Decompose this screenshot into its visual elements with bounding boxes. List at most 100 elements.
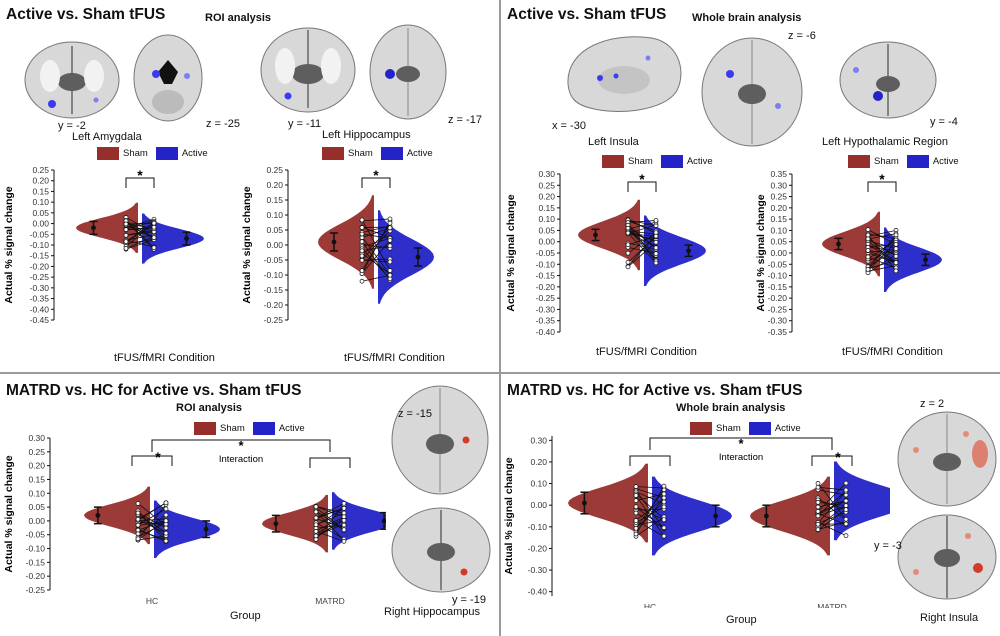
y-tick-label: 0.00 bbox=[266, 240, 283, 250]
subject-point-sham bbox=[123, 227, 129, 232]
subject-hc-point-sham bbox=[633, 531, 639, 537]
subject-pair-line bbox=[627, 236, 657, 263]
y-tick-label: -0.25 bbox=[264, 315, 284, 325]
legend-swatch-active bbox=[660, 155, 683, 168]
sham-matrd-mean bbox=[764, 513, 769, 519]
subject-point-active bbox=[387, 238, 393, 243]
x-tick-label: HC bbox=[146, 596, 158, 606]
y-tick-label: 0.00 bbox=[770, 248, 787, 258]
y-tick-label: -0.15 bbox=[264, 285, 284, 295]
subject-pair-line bbox=[627, 246, 657, 255]
y-tick-label: 0.30 bbox=[770, 180, 787, 190]
significance-bracket bbox=[627, 181, 657, 192]
subject-point-active bbox=[893, 246, 899, 252]
subject-matrd-point-sham bbox=[815, 500, 821, 505]
xlabel-group-bl: Group bbox=[230, 610, 261, 622]
subject-pair-line bbox=[867, 265, 897, 272]
subject-pair-line bbox=[627, 221, 657, 230]
subject-point-sham bbox=[359, 217, 365, 223]
region-left-insula: Left Insula bbox=[588, 136, 639, 148]
subject-matrd-point-sham bbox=[815, 508, 821, 514]
subject-pair-line bbox=[361, 225, 391, 233]
y-tick-label: -0.15 bbox=[536, 271, 556, 281]
xlabel-hypothalamic: tFUS/fMRI Condition bbox=[842, 346, 943, 358]
subject-hc-point-sham bbox=[633, 484, 639, 489]
subject-point-active bbox=[893, 253, 899, 259]
y-tick-label: 0.25 bbox=[32, 165, 49, 175]
y-tick-label: -0.05 bbox=[30, 229, 50, 239]
subject-matrd-pair-line bbox=[817, 491, 847, 524]
sham-mean bbox=[593, 232, 598, 238]
legend-swatch-sham bbox=[602, 155, 624, 168]
y-tick-label: 0.10 bbox=[538, 214, 555, 224]
y-tick-label: -0.20 bbox=[26, 571, 46, 581]
legend-label-active: Active bbox=[774, 423, 801, 434]
subject-pair-line bbox=[125, 221, 155, 250]
y-tick-label: 0.15 bbox=[538, 203, 555, 213]
subject-matrd-pair-line bbox=[315, 506, 345, 514]
legend-hippocampus: Sham Active bbox=[322, 147, 433, 160]
subject-hc-point-active bbox=[163, 506, 169, 512]
y-tick-label: -0.05 bbox=[26, 530, 46, 540]
subject-hc-point-active bbox=[661, 525, 667, 531]
region-left-amygdala: Left Amygdala bbox=[72, 131, 142, 143]
subject-hc-point-sham bbox=[633, 518, 639, 523]
brain-coronal-hypothalamic bbox=[839, 41, 937, 119]
y-tick-label: -0.20 bbox=[528, 543, 548, 553]
subject-point-sham bbox=[359, 248, 365, 254]
y-tick-label: 0.20 bbox=[530, 457, 547, 467]
active-mean bbox=[686, 248, 691, 254]
subject-hc-point-sham bbox=[135, 510, 141, 516]
subject-matrd-pair-line bbox=[315, 531, 345, 542]
subject-hc-point-active bbox=[661, 504, 667, 510]
subject-matrd-point-sham bbox=[313, 504, 319, 510]
subject-point-sham bbox=[359, 231, 365, 237]
brain-coronal-amygdala bbox=[24, 41, 120, 119]
subject-matrd-pair-line bbox=[817, 490, 847, 515]
interaction-bracket bbox=[649, 437, 833, 450]
y-tick-label: -0.05 bbox=[768, 259, 788, 269]
x-tick-label: HC bbox=[644, 602, 656, 608]
subject-hc-point-sham bbox=[633, 493, 639, 498]
subject-matrd-pair-line bbox=[817, 499, 847, 510]
subject-pair-line bbox=[361, 245, 391, 252]
subject-hc-pair-line bbox=[635, 501, 665, 529]
subject-hc-pair-line bbox=[635, 489, 665, 529]
y-tick-label: -0.10 bbox=[26, 544, 46, 554]
violin-active bbox=[142, 213, 204, 264]
subject-pair-line bbox=[867, 240, 897, 263]
y-tick-label: 0.10 bbox=[770, 225, 787, 235]
y-tick-label: -0.20 bbox=[264, 300, 284, 310]
coord-y-11: y = -11 bbox=[288, 118, 322, 130]
subject-point-sham bbox=[625, 230, 631, 236]
y-tick-label: 0.30 bbox=[530, 435, 547, 445]
legend-label-sham: Sham bbox=[348, 148, 373, 159]
y-tick-label: -0.40 bbox=[30, 304, 50, 314]
subject-point-active bbox=[893, 232, 899, 238]
subject-matrd-point-active bbox=[341, 505, 347, 511]
subject-hc-pair-line bbox=[635, 506, 665, 521]
legend-swatch-sham bbox=[848, 155, 870, 168]
panel-tr-subtitle: Whole brain analysis bbox=[692, 12, 802, 24]
subject-matrd-point-sham bbox=[815, 513, 821, 519]
subject-pair-line bbox=[627, 231, 657, 249]
significance-bracket bbox=[867, 181, 897, 192]
coord-y-2: y = -2 bbox=[58, 120, 86, 132]
coord-z-15: z = -15 bbox=[398, 408, 432, 420]
subject-hc-point-sham bbox=[633, 510, 639, 516]
subject-point-active bbox=[151, 220, 157, 226]
subject-point-active bbox=[653, 218, 659, 223]
y-tick-label: -0.25 bbox=[536, 293, 556, 303]
subject-matrd-point-active bbox=[341, 501, 347, 506]
subject-matrd-pair-line bbox=[817, 504, 847, 528]
subject-point-sham bbox=[123, 232, 129, 238]
y-tick-label: 0.10 bbox=[530, 479, 547, 489]
y-tick-label: 0.05 bbox=[770, 237, 787, 247]
subject-pair-line bbox=[627, 219, 657, 234]
brain-axial-right-hippocampus bbox=[391, 385, 489, 495]
coord-z-6: z = -6 bbox=[788, 30, 816, 42]
coord-z-25: z = -25 bbox=[206, 118, 240, 130]
subject-point-sham bbox=[123, 221, 129, 227]
chart-right-insula: Actual % signal change 0.30 0.20 0.10 0.00 -0… bbox=[503, 435, 890, 608]
subject-pair-line bbox=[867, 229, 897, 245]
